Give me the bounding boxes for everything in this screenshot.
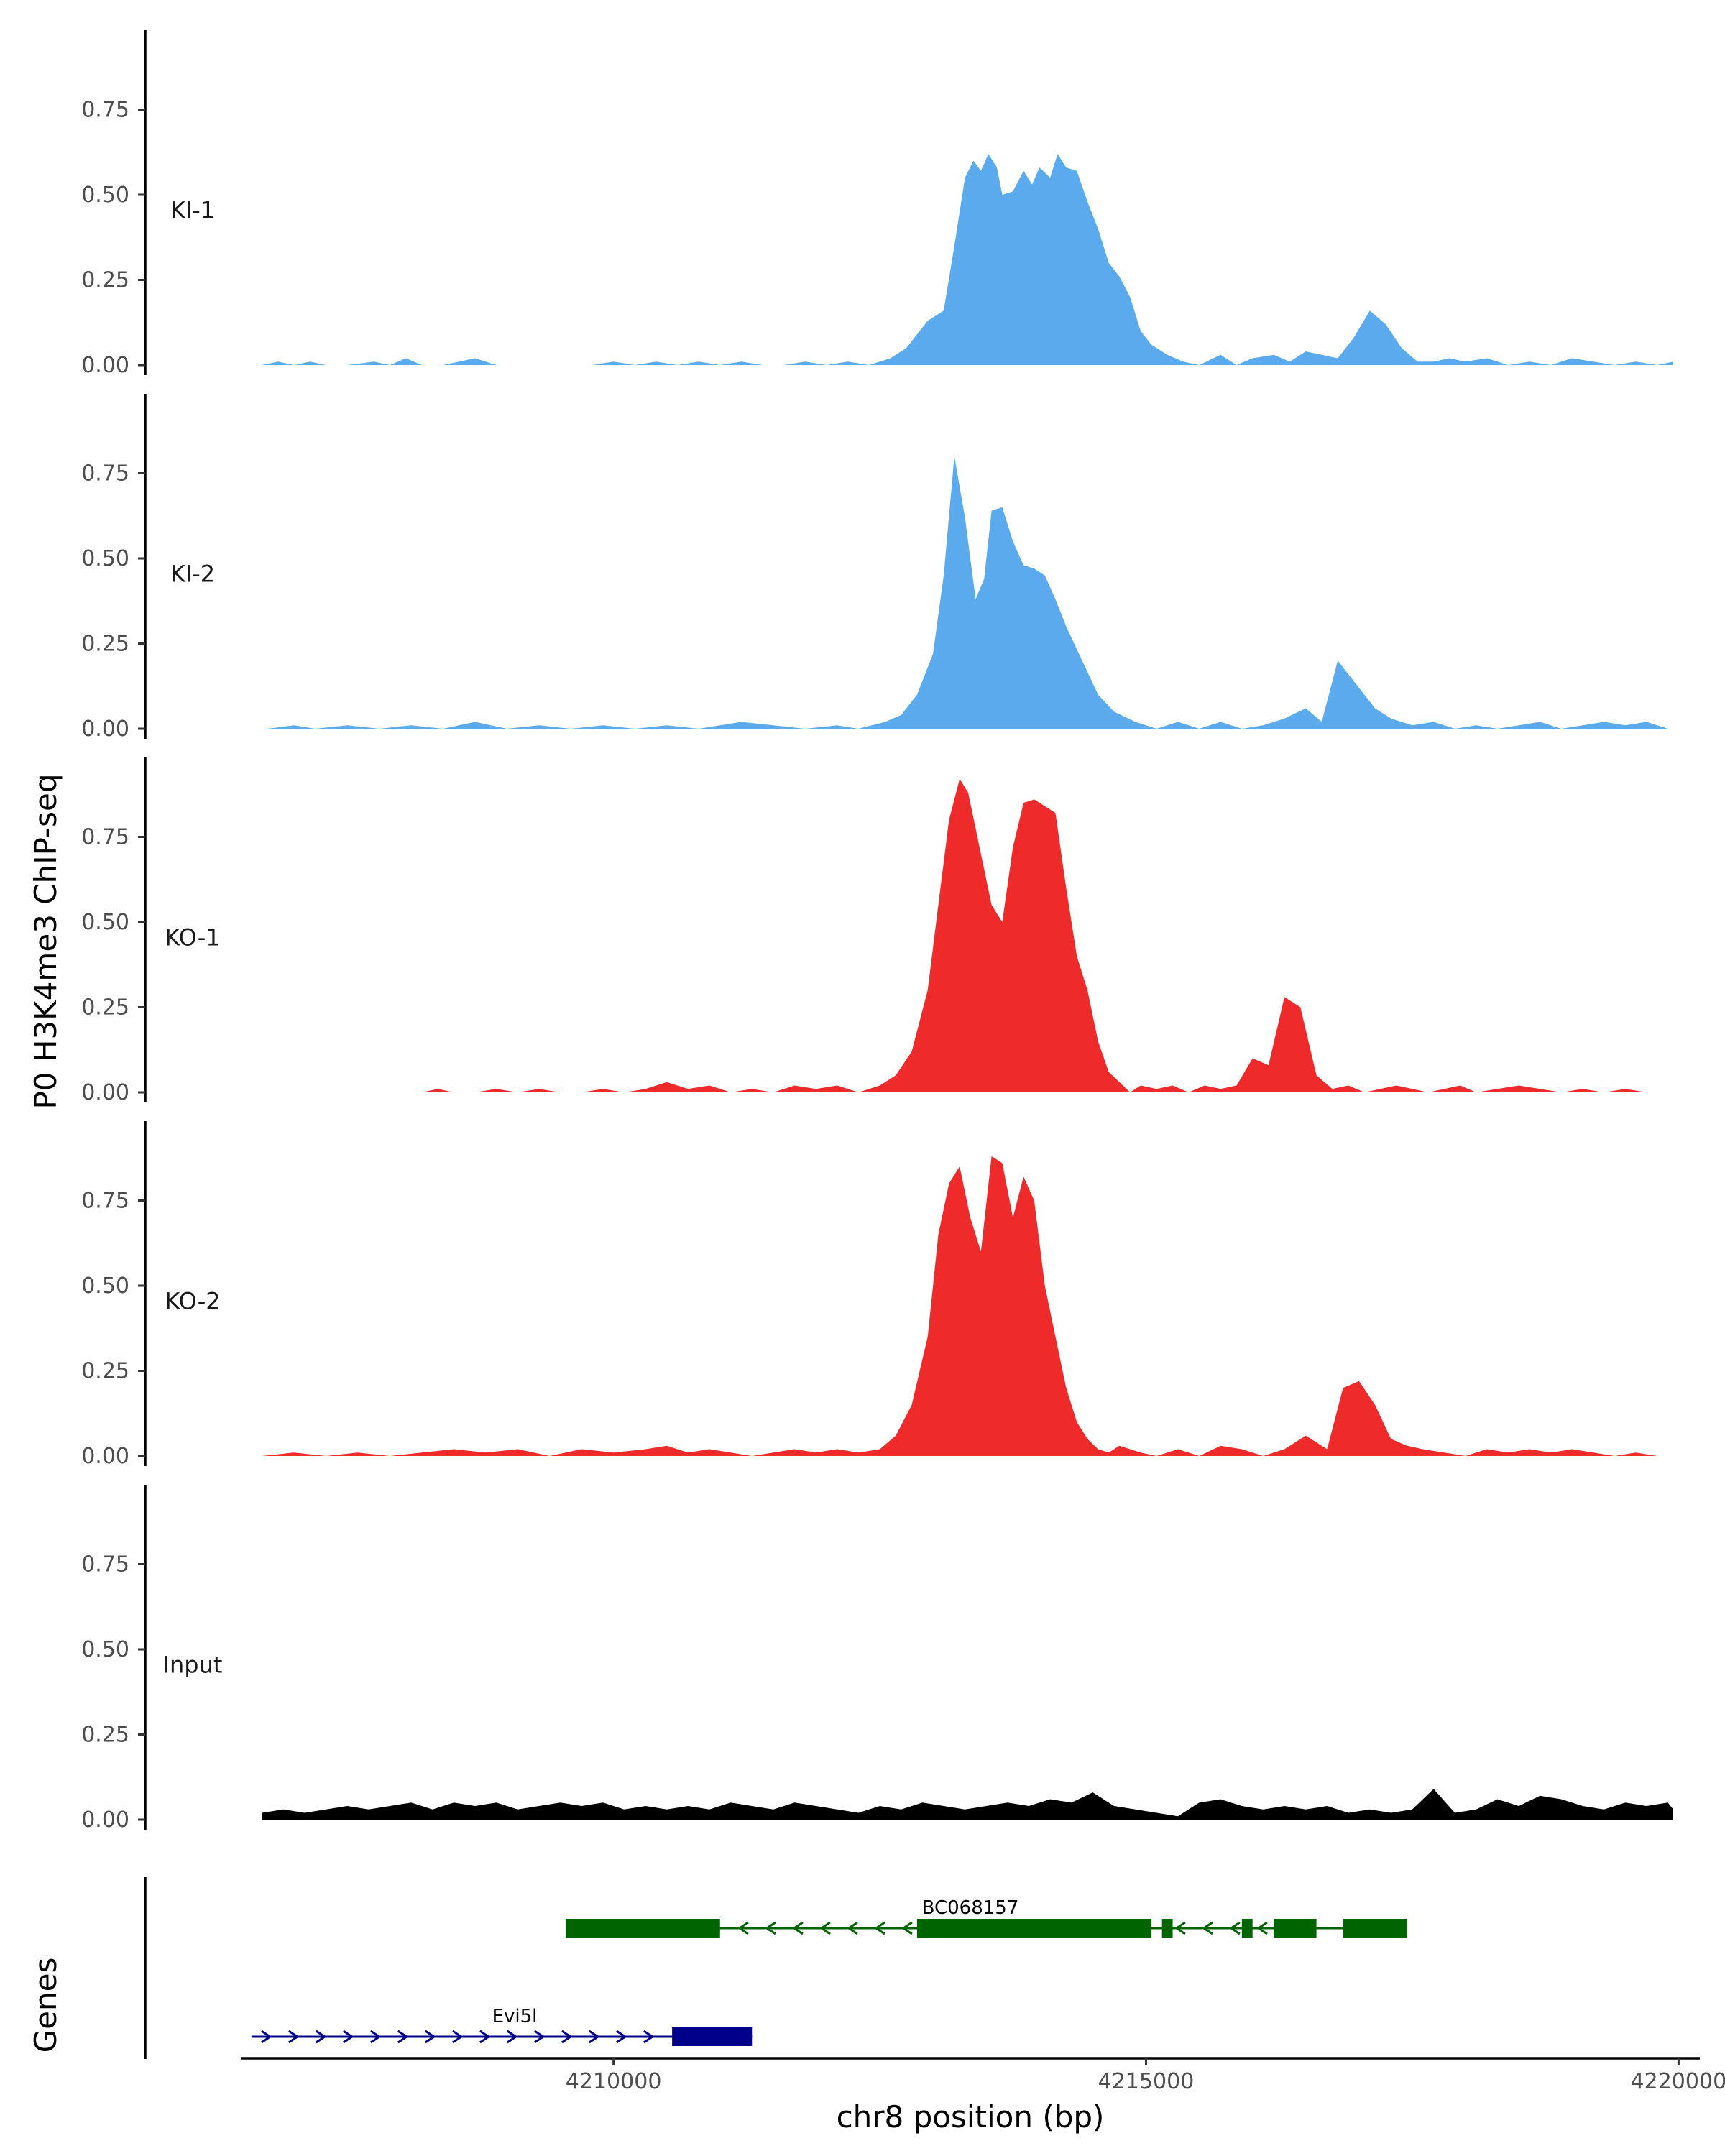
strand-arrow [588, 2030, 600, 2044]
gene-evi5l: Evi5l [251, 2006, 753, 2046]
strand-arrow [506, 2030, 518, 2044]
strand-arrow [792, 1921, 804, 1935]
track-ko-2: 0.00 0.25 0.50 0.75 KO-2 [81, 1121, 1674, 1469]
y-tick-label: 0.25 [81, 1359, 129, 1384]
strand-arrow [847, 1921, 858, 1935]
strand-arrow [260, 2030, 272, 2044]
gene-exon [1241, 1919, 1253, 1938]
strand-arrow [1202, 1921, 1213, 1935]
track-label: KI-2 [170, 560, 215, 587]
strand-arrow [1174, 1921, 1186, 1935]
y-tick-label: 0.00 [81, 1444, 129, 1469]
y-tick-label: 0.50 [81, 183, 129, 208]
y-tick-label: 0.75 [81, 1552, 129, 1577]
track-label: Input [163, 1651, 223, 1678]
y-axis-title: P0 H3K4me3 ChIP-seq [28, 773, 63, 1109]
y-tick-label: 0.25 [81, 995, 129, 1021]
x-tick-label: 4220000 [1631, 2069, 1725, 2094]
gene-exon [1274, 1919, 1317, 1938]
coverage-area-input [262, 1789, 1674, 1820]
x-axis: 4210000 4215000 4220000 [241, 2057, 1725, 2094]
x-tick-label: 4210000 [566, 2069, 662, 2094]
coverage-area-ki-2 [267, 456, 1668, 729]
gene-label: Evi5l [492, 2006, 538, 2027]
track-input: 0.00 0.25 0.50 0.75 Input [81, 1485, 1674, 1833]
y-tick-label: 0.50 [81, 910, 129, 935]
strand-arrow [397, 2030, 409, 2044]
track-ki-1: 0.00 0.25 0.50 0.75 KI-1 [81, 30, 1674, 378]
x-axis-title: chr8 position (bp) [837, 2099, 1105, 2134]
strand-arrow [765, 1921, 776, 1935]
y-tick-label: 0.00 [81, 353, 129, 378]
y-tick-label: 0.00 [81, 1080, 129, 1105]
strand-arrow [369, 2030, 382, 2044]
strand-arrow [1229, 1921, 1241, 1935]
y-tick-label: 0.00 [81, 1807, 129, 1833]
gene-exon [916, 1919, 1151, 1938]
strand-arrow [819, 1921, 831, 1935]
gene-exon [672, 2027, 753, 2046]
y-tick-label: 0.75 [81, 98, 129, 123]
strand-arrow [288, 2030, 300, 2044]
strand-arrow [1256, 1921, 1268, 1935]
coverage-tracks: 0.00 0.25 0.50 0.75 KI-1 0.00 0.25 0.50 0.75 KI-2… [81, 30, 1674, 1833]
gene-label: BC068157 [922, 1897, 1019, 1919]
genes-axis-title: Genes [28, 1958, 63, 2053]
y-tick-label: 0.50 [81, 1637, 129, 1662]
gene-exon [1343, 1919, 1407, 1938]
y-tick-label: 0.50 [81, 546, 129, 571]
track-ki-2: 0.00 0.25 0.50 0.75 KI-2 [81, 394, 1668, 742]
strand-arrow [643, 2030, 655, 2044]
x-tick-label: 4215000 [1098, 2069, 1195, 2094]
coverage-area-ki-1 [262, 154, 1674, 365]
y-tick-label: 0.25 [81, 632, 129, 657]
coverage-area-ko-1 [421, 778, 1668, 1092]
gene-bc068157: BC068157 [565, 1897, 1407, 1938]
track-label: KO-1 [165, 923, 220, 951]
strand-arrow [737, 1921, 749, 1935]
y-tick-label: 0.00 [81, 717, 129, 742]
gene-exon [1162, 1919, 1173, 1938]
coverage-area-ko-2 [262, 1156, 1674, 1456]
track-ko-1: 0.00 0.25 0.50 0.75 KO-1 [81, 757, 1668, 1105]
strand-arrow [533, 2030, 546, 2044]
strand-arrow [315, 2030, 327, 2044]
y-tick-label: 0.75 [81, 825, 129, 850]
gene-track: BC068157 Evi5l [144, 1877, 1407, 2059]
gene-exon [565, 1919, 720, 1938]
y-tick-label: 0.50 [81, 1273, 129, 1299]
strand-arrow [342, 2030, 354, 2044]
strand-arrow [901, 1921, 913, 1935]
y-tick-label: 0.75 [81, 461, 129, 487]
track-label: KO-2 [165, 1287, 220, 1314]
y-tick-label: 0.25 [81, 268, 129, 293]
y-tick-label: 0.25 [81, 1723, 129, 1748]
strand-arrow [615, 2030, 627, 2044]
strand-arrow [424, 2030, 436, 2044]
y-tick-label: 0.75 [81, 1189, 129, 1214]
strand-arrow [874, 1921, 886, 1935]
strand-arrow [451, 2030, 464, 2044]
strand-arrow [561, 2030, 573, 2044]
strand-arrow [479, 2030, 491, 2044]
track-label: KI-1 [170, 196, 215, 224]
